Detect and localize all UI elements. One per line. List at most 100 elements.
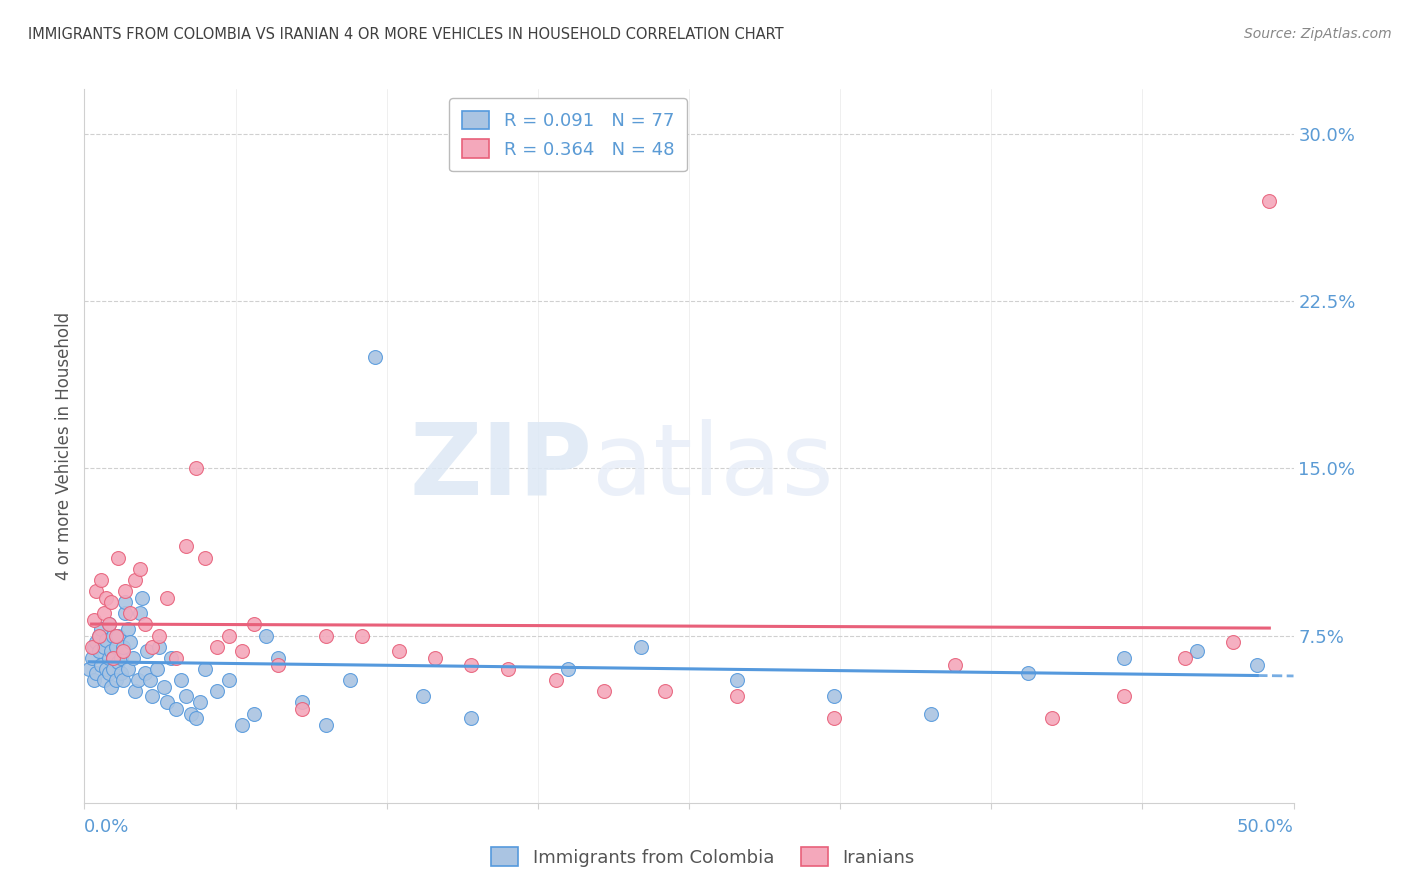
Point — [291, 702, 314, 716]
Point — [94, 633, 117, 648]
Point — [148, 640, 170, 654]
Point — [104, 640, 127, 654]
Point — [112, 640, 135, 654]
Point — [93, 640, 115, 654]
Point — [90, 573, 112, 587]
Point — [267, 657, 290, 672]
Point — [86, 635, 108, 649]
Point — [1185, 644, 1208, 658]
Point — [207, 640, 229, 654]
Point — [423, 651, 446, 665]
Point — [80, 651, 103, 665]
Point — [121, 651, 143, 665]
Point — [291, 696, 314, 710]
Legend: R = 0.091   N = 77, R = 0.364   N = 48: R = 0.091 N = 77, R = 0.364 N = 48 — [450, 98, 686, 171]
Text: ZIP: ZIP — [409, 419, 592, 516]
Point — [218, 673, 240, 687]
Point — [80, 640, 103, 654]
Point — [943, 657, 966, 672]
Point — [107, 628, 129, 642]
Point — [104, 673, 127, 687]
Point — [129, 562, 152, 576]
Point — [1114, 689, 1136, 703]
Point — [127, 673, 149, 687]
Point — [97, 617, 120, 632]
Point — [114, 583, 136, 598]
Point — [114, 595, 136, 609]
Point — [112, 673, 135, 687]
Point — [103, 651, 125, 665]
Point — [920, 706, 942, 721]
Point — [1114, 651, 1136, 665]
Point — [124, 573, 146, 587]
Point — [86, 666, 108, 681]
Point — [184, 711, 207, 725]
Y-axis label: 4 or more Vehicles in Household: 4 or more Vehicles in Household — [55, 312, 73, 580]
Point — [160, 651, 183, 665]
Point — [117, 662, 139, 676]
Point — [124, 684, 146, 698]
Point — [1174, 651, 1197, 665]
Point — [90, 657, 112, 672]
Point — [254, 628, 277, 642]
Text: 50.0%: 50.0% — [1237, 819, 1294, 837]
Point — [87, 644, 110, 658]
Point — [630, 640, 652, 654]
Point — [94, 662, 117, 676]
Point — [174, 539, 197, 553]
Point — [823, 711, 845, 725]
Point — [155, 591, 177, 605]
Point — [136, 644, 159, 658]
Point — [153, 680, 176, 694]
Point — [218, 628, 240, 642]
Text: IMMIGRANTS FROM COLOMBIA VS IRANIAN 4 OR MORE VEHICLES IN HOUSEHOLD CORRELATION : IMMIGRANTS FROM COLOMBIA VS IRANIAN 4 OR… — [28, 27, 783, 42]
Point — [103, 662, 125, 676]
Point — [114, 607, 136, 621]
Point — [352, 628, 374, 642]
Point — [1258, 194, 1281, 208]
Point — [194, 662, 217, 676]
Point — [104, 628, 127, 642]
Point — [823, 689, 845, 703]
Point — [83, 640, 105, 654]
Point — [103, 628, 125, 642]
Point — [388, 644, 411, 658]
Point — [100, 644, 122, 658]
Point — [460, 657, 482, 672]
Point — [100, 595, 122, 609]
Point — [267, 651, 290, 665]
Point — [544, 673, 567, 687]
Point — [315, 628, 337, 642]
Point — [93, 607, 115, 621]
Point — [557, 662, 579, 676]
Point — [94, 591, 117, 605]
Point — [87, 628, 110, 642]
Point — [146, 662, 169, 676]
Point — [131, 591, 153, 605]
Point — [110, 651, 132, 665]
Point — [155, 696, 177, 710]
Point — [1017, 666, 1039, 681]
Point — [86, 583, 108, 598]
Point — [83, 613, 105, 627]
Point — [141, 689, 163, 703]
Legend: Immigrants from Colombia, Iranians: Immigrants from Colombia, Iranians — [484, 840, 922, 874]
Point — [141, 640, 163, 654]
Point — [110, 666, 132, 681]
Point — [120, 635, 142, 649]
Point — [83, 673, 105, 687]
Point — [97, 651, 120, 665]
Point — [129, 607, 152, 621]
Point — [97, 617, 120, 632]
Point — [654, 684, 676, 698]
Point — [725, 689, 748, 703]
Point — [138, 673, 160, 687]
Point — [231, 717, 253, 731]
Point — [363, 350, 385, 364]
Point — [165, 702, 187, 716]
Point — [148, 628, 170, 642]
Point — [207, 684, 229, 698]
Point — [184, 461, 207, 475]
Point — [174, 689, 197, 703]
Point — [412, 689, 434, 703]
